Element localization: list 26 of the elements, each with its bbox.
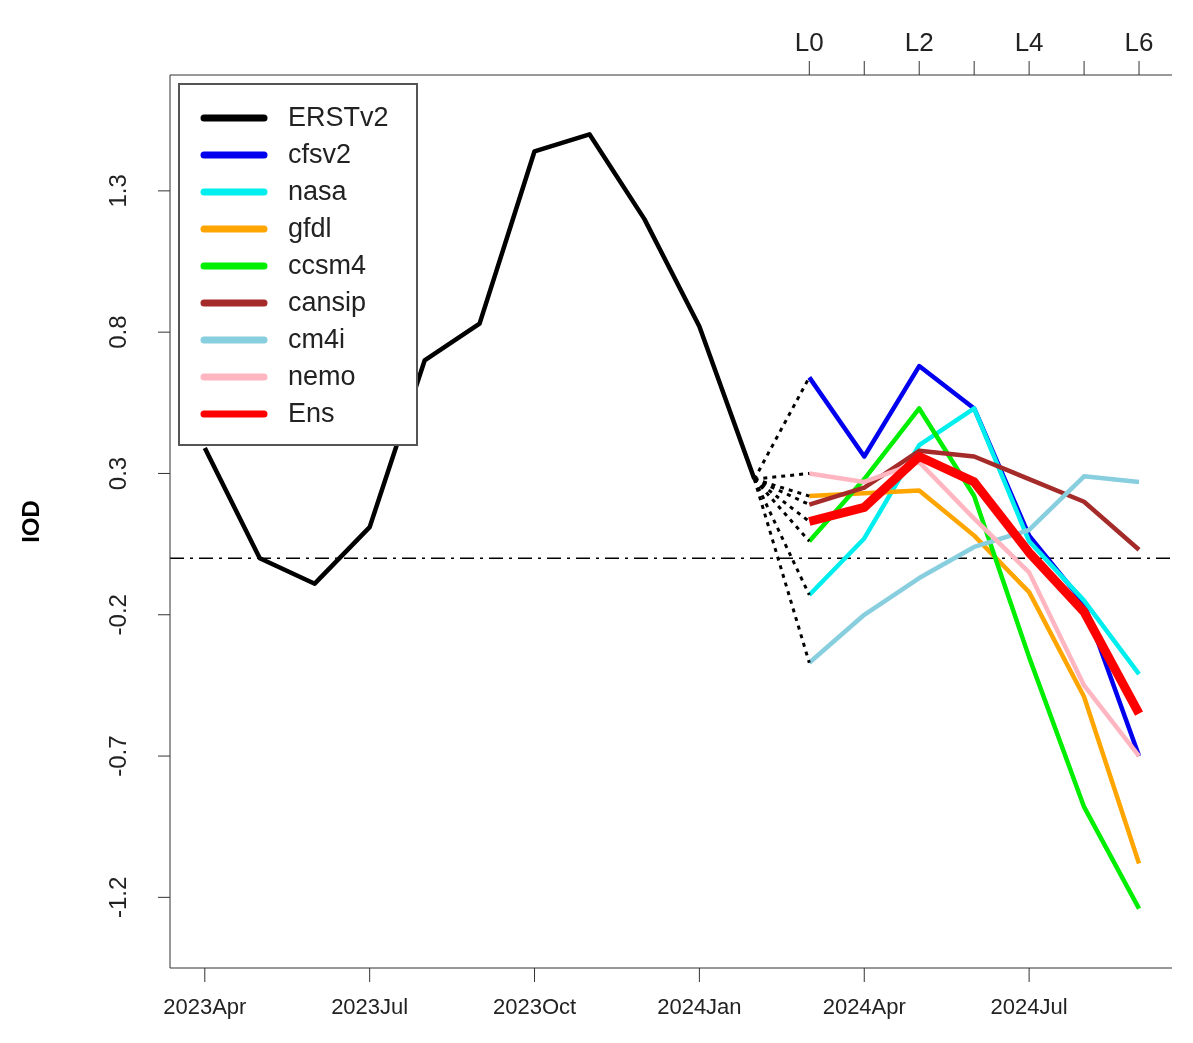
annotation: L6 (1124, 27, 1154, 57)
x-tick-label: 2024Jan (657, 993, 742, 1019)
x-tick-label: 2023Jul (331, 993, 409, 1019)
y-tick-label: 0.8 (104, 315, 131, 349)
y-tick-label: -0.2 (104, 594, 131, 636)
annotation: L0 (794, 27, 824, 57)
legend-label: cm4i (288, 324, 346, 355)
legend-label: gfdl (288, 213, 332, 244)
x-tick-label: 2024Apr (822, 993, 906, 1019)
x-tick-label: 2023Oct (492, 993, 577, 1019)
y-tick-label: 0.3 (104, 456, 131, 491)
legend-label: cansip (288, 287, 367, 318)
annotation: L2 (904, 27, 934, 57)
x-tick-label: 2023Apr (163, 993, 247, 1019)
legend-label: nasa (288, 176, 347, 207)
legend-label: ERSTv2 (288, 102, 389, 133)
legend-label: nemo (288, 361, 356, 392)
y-tick-label: -1.2 (104, 876, 131, 919)
x-tick-label: 2024Jul (990, 993, 1068, 1019)
y-axis-title: IOD (16, 500, 44, 543)
y-tick-label: 1.3 (104, 174, 131, 208)
y-tick-label: -0.7 (104, 735, 131, 777)
annotation: L4 (1014, 27, 1044, 57)
legend-label: cfsv2 (288, 139, 352, 170)
legend-label: Ens (288, 398, 335, 429)
legend-label: ccsm4 (288, 250, 367, 281)
